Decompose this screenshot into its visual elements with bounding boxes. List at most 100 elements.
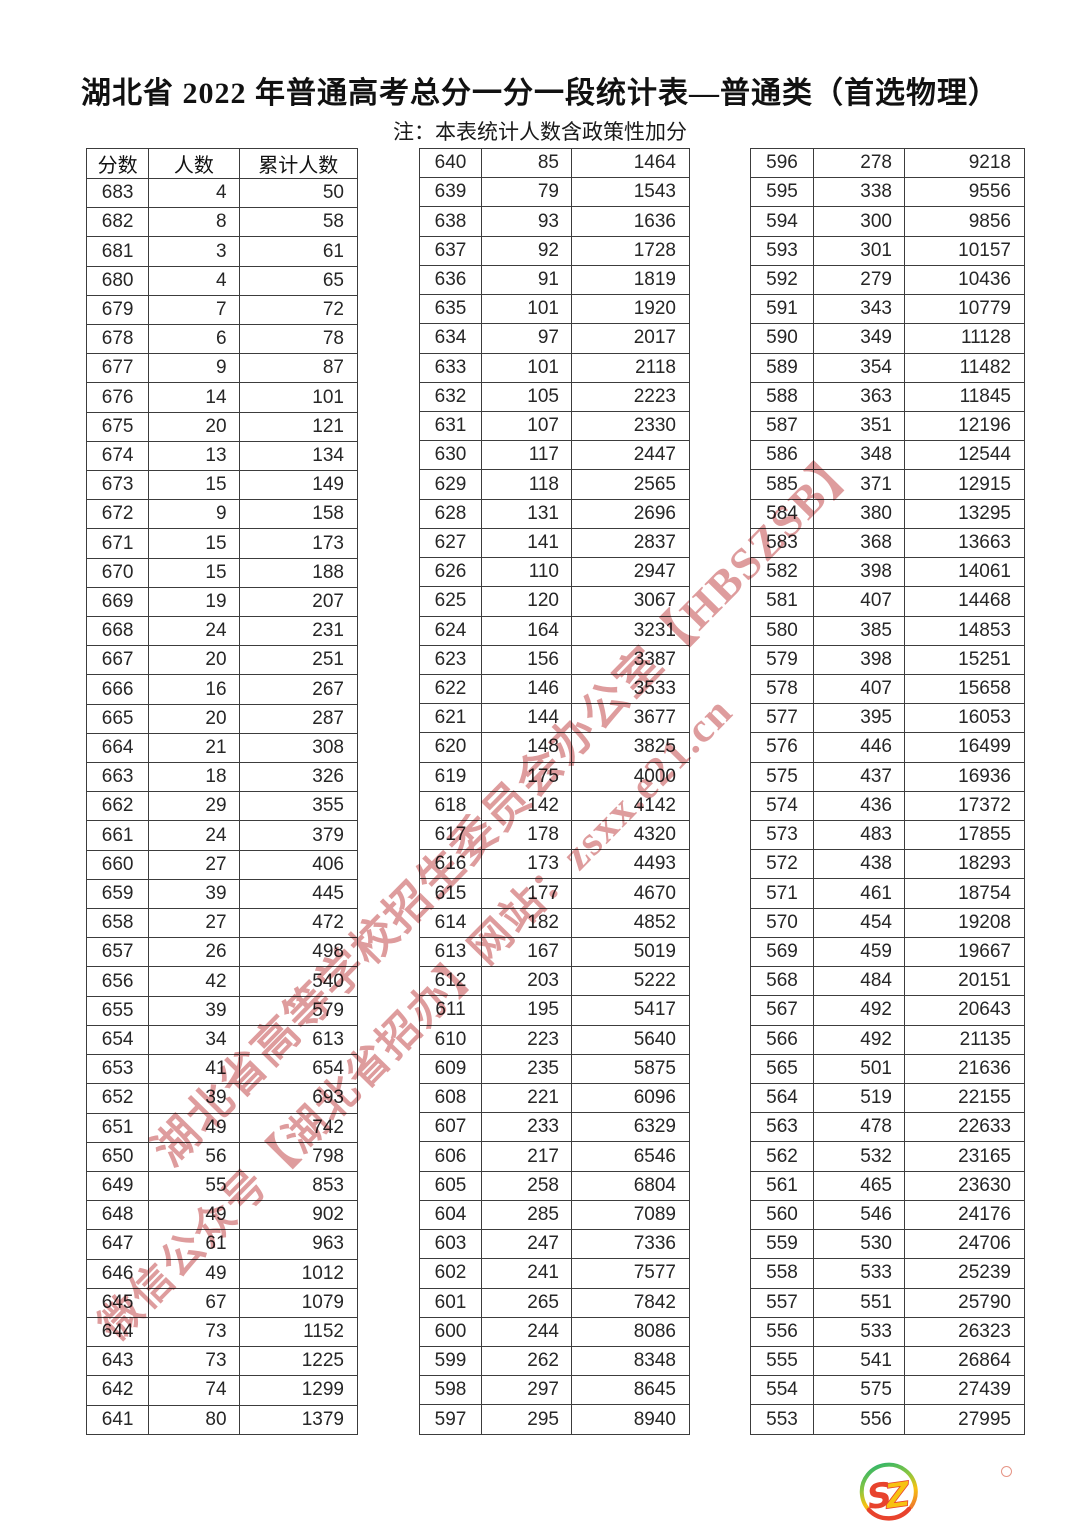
table-row: 573 483 17855: [750, 820, 1025, 851]
count-cell: 407: [813, 673, 905, 705]
score-cell: 629: [419, 469, 482, 500]
score-cell: 584: [750, 498, 814, 529]
count-cell: 49: [148, 1258, 240, 1289]
cumulative-cell: 579: [238, 995, 359, 1026]
count-cell: 4: [148, 177, 240, 209]
count-cell: 24: [148, 820, 240, 851]
table-row: 682 8 58: [85, 207, 359, 238]
table-row: 580 385 14853: [750, 615, 1025, 646]
count-cell: 34: [148, 1024, 240, 1056]
cumulative-cell: 10779: [904, 294, 1025, 325]
cumulative-cell: 27995: [904, 1404, 1025, 1435]
score-cell: 586: [750, 440, 814, 471]
count-cell: 156: [481, 644, 572, 675]
score-cell: 558: [750, 1258, 814, 1289]
count-cell: 92: [481, 235, 572, 266]
table-row: 680 4 65: [85, 265, 359, 296]
score-cell: 623: [419, 644, 482, 675]
table-row: 572 438 18293: [750, 849, 1025, 880]
count-cell: 575: [813, 1375, 905, 1406]
table-row: 595 338 9556: [750, 177, 1025, 208]
cumulative-cell: 21636: [904, 1053, 1025, 1085]
table-row: 628 131 2696: [419, 498, 690, 529]
count-cell: 301: [813, 235, 905, 266]
count-cell: 4: [148, 265, 240, 296]
count-cell: 67: [148, 1287, 240, 1318]
count-cell: 49: [148, 1200, 240, 1231]
score-cell: 556: [750, 1316, 814, 1347]
score-cell: 590: [750, 323, 814, 354]
count-cell: 363: [813, 381, 905, 412]
score-cell: 670: [85, 557, 150, 588]
count-cell: 300: [813, 206, 905, 237]
count-cell: 21: [148, 732, 240, 764]
score-cell: 650: [85, 1141, 150, 1172]
score-cell: 682: [85, 207, 150, 238]
count-cell: 541: [813, 1345, 905, 1377]
table-row: 591 343 10779: [750, 294, 1025, 325]
score-cell: 647: [85, 1229, 150, 1260]
table-row: 558 533 25239: [750, 1258, 1025, 1289]
score-cell: 598: [419, 1375, 482, 1406]
count-cell: 73: [148, 1346, 240, 1377]
table-row: 661 24 379: [85, 820, 359, 851]
cumulative-cell: 23630: [904, 1170, 1025, 1201]
count-cell: 492: [813, 1024, 905, 1055]
count-cell: 492: [813, 995, 905, 1026]
score-cell: 655: [85, 995, 150, 1026]
cumulative-cell: 7089: [571, 1199, 690, 1231]
cumulative-cell: 18754: [904, 878, 1025, 909]
table-row: 660 27 406: [85, 849, 359, 880]
cumulative-cell: 4142: [571, 790, 690, 822]
cumulative-cell: 1379: [238, 1404, 359, 1436]
count-cell: 465: [813, 1170, 905, 1201]
score-cell: 611: [419, 995, 482, 1026]
count-cell: 351: [813, 410, 905, 442]
count-cell: 182: [481, 907, 572, 938]
score-cell: 618: [419, 790, 482, 822]
count-cell: 9: [148, 499, 240, 530]
count-cell: 118: [481, 469, 572, 500]
score-cell: 627: [419, 527, 482, 559]
score-cell: 662: [85, 791, 150, 822]
score-cell: 648: [85, 1200, 150, 1231]
cumulative-cell: 4852: [571, 907, 690, 938]
table-row: 633 101 2118: [419, 352, 690, 383]
cumulative-cell: 11482: [904, 352, 1025, 383]
count-cell: 223: [481, 1024, 572, 1055]
table-row: 556 533 26323: [750, 1316, 1025, 1347]
cumulative-cell: 472: [238, 908, 359, 939]
table-row: 600 244 8086: [419, 1316, 690, 1347]
score-cell: 589: [750, 352, 814, 383]
count-cell: 348: [813, 440, 905, 471]
score-cell: 673: [85, 470, 150, 501]
score-cell: 606: [419, 1141, 482, 1172]
cumulative-cell: 853: [238, 1170, 359, 1202]
score-cell: 610: [419, 1024, 482, 1055]
table-row: 624 164 3231: [419, 615, 690, 646]
table-row: 666 16 267: [85, 674, 359, 705]
count-cell: 279: [813, 264, 905, 296]
table-row: 596 278 9218: [750, 147, 1025, 179]
table-row: 554 575 27439: [750, 1375, 1025, 1406]
score-cell: 579: [750, 644, 814, 675]
count-cell: 146: [481, 673, 572, 705]
table-row: 645 67 1079: [85, 1287, 359, 1318]
cumulative-cell: 87: [238, 353, 359, 384]
table-row: 616 173 4493: [419, 849, 690, 880]
table-row: 606 217 6546: [419, 1141, 690, 1172]
cumulative-cell: 798: [238, 1141, 359, 1172]
score-cell: 661: [85, 820, 150, 851]
cumulative-cell: 4320: [571, 820, 690, 851]
cumulative-cell: 5417: [571, 995, 690, 1026]
table-row: 678 6 78: [85, 324, 359, 355]
table-row: 608 221 6096: [419, 1082, 690, 1114]
score-cell: 559: [750, 1229, 814, 1260]
score-cell: 604: [419, 1199, 482, 1231]
table-row: 629 118 2565: [419, 469, 690, 500]
score-cell: 657: [85, 937, 150, 968]
table-row: 614 182 4852: [419, 907, 690, 938]
cumulative-cell: 6329: [571, 1112, 690, 1143]
score-cell: 656: [85, 966, 150, 997]
score-cell: 624: [419, 615, 482, 646]
